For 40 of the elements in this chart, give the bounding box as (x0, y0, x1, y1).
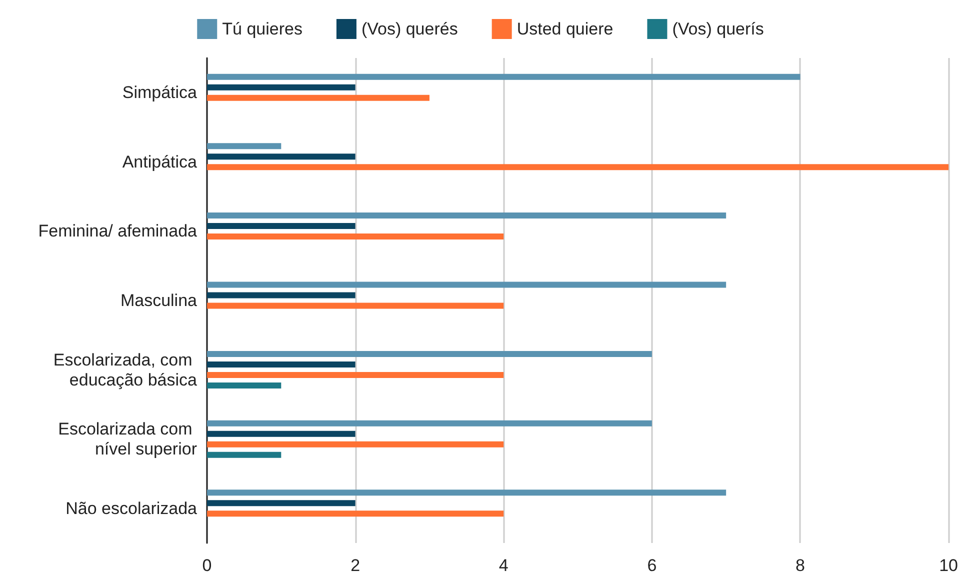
bar (207, 430, 356, 437)
bar (207, 282, 726, 288)
bar (207, 420, 652, 426)
legend-label: (Vos) querés (361, 20, 458, 38)
bar (207, 292, 356, 298)
bar (207, 441, 504, 448)
legend-label: (Vos) querís (672, 20, 764, 38)
x-tick-label: 4 (498, 556, 508, 574)
bar (207, 143, 282, 150)
y-tick-label: Feminina/ afeminada (38, 222, 198, 241)
bar (207, 84, 356, 90)
bar (207, 362, 356, 368)
bar (207, 154, 356, 160)
x-tick-label: 8 (796, 556, 805, 574)
legend-label: Tú quieres (222, 20, 302, 38)
y-tick-label: Antipática (122, 152, 198, 172)
x-tick-label: 2 (350, 556, 360, 574)
bar (207, 74, 800, 80)
bar (207, 212, 726, 218)
bar (207, 94, 430, 101)
bar (207, 490, 726, 496)
bar (207, 510, 504, 517)
bar (207, 500, 356, 506)
x-tick-label: 10 (939, 556, 958, 574)
y-tick-label: Não escolarizada (66, 498, 198, 518)
bar (207, 222, 356, 229)
y-tick-label: Masculina (120, 291, 198, 310)
bar (207, 233, 504, 240)
bar (207, 302, 504, 309)
y-tick-label: Escolarizada com nível superior (58, 420, 198, 459)
x-tick-label: 0 (202, 556, 212, 574)
bar (207, 164, 949, 170)
bar (207, 452, 282, 458)
bar (207, 372, 504, 378)
y-tick-label: Escolarizada, com educação básica (53, 350, 198, 390)
bar (207, 382, 282, 389)
bar (207, 351, 652, 358)
y-tick-label: Simpática (122, 83, 198, 102)
legend-label: Usted quiere (516, 20, 614, 38)
x-tick-label: 6 (647, 556, 657, 574)
